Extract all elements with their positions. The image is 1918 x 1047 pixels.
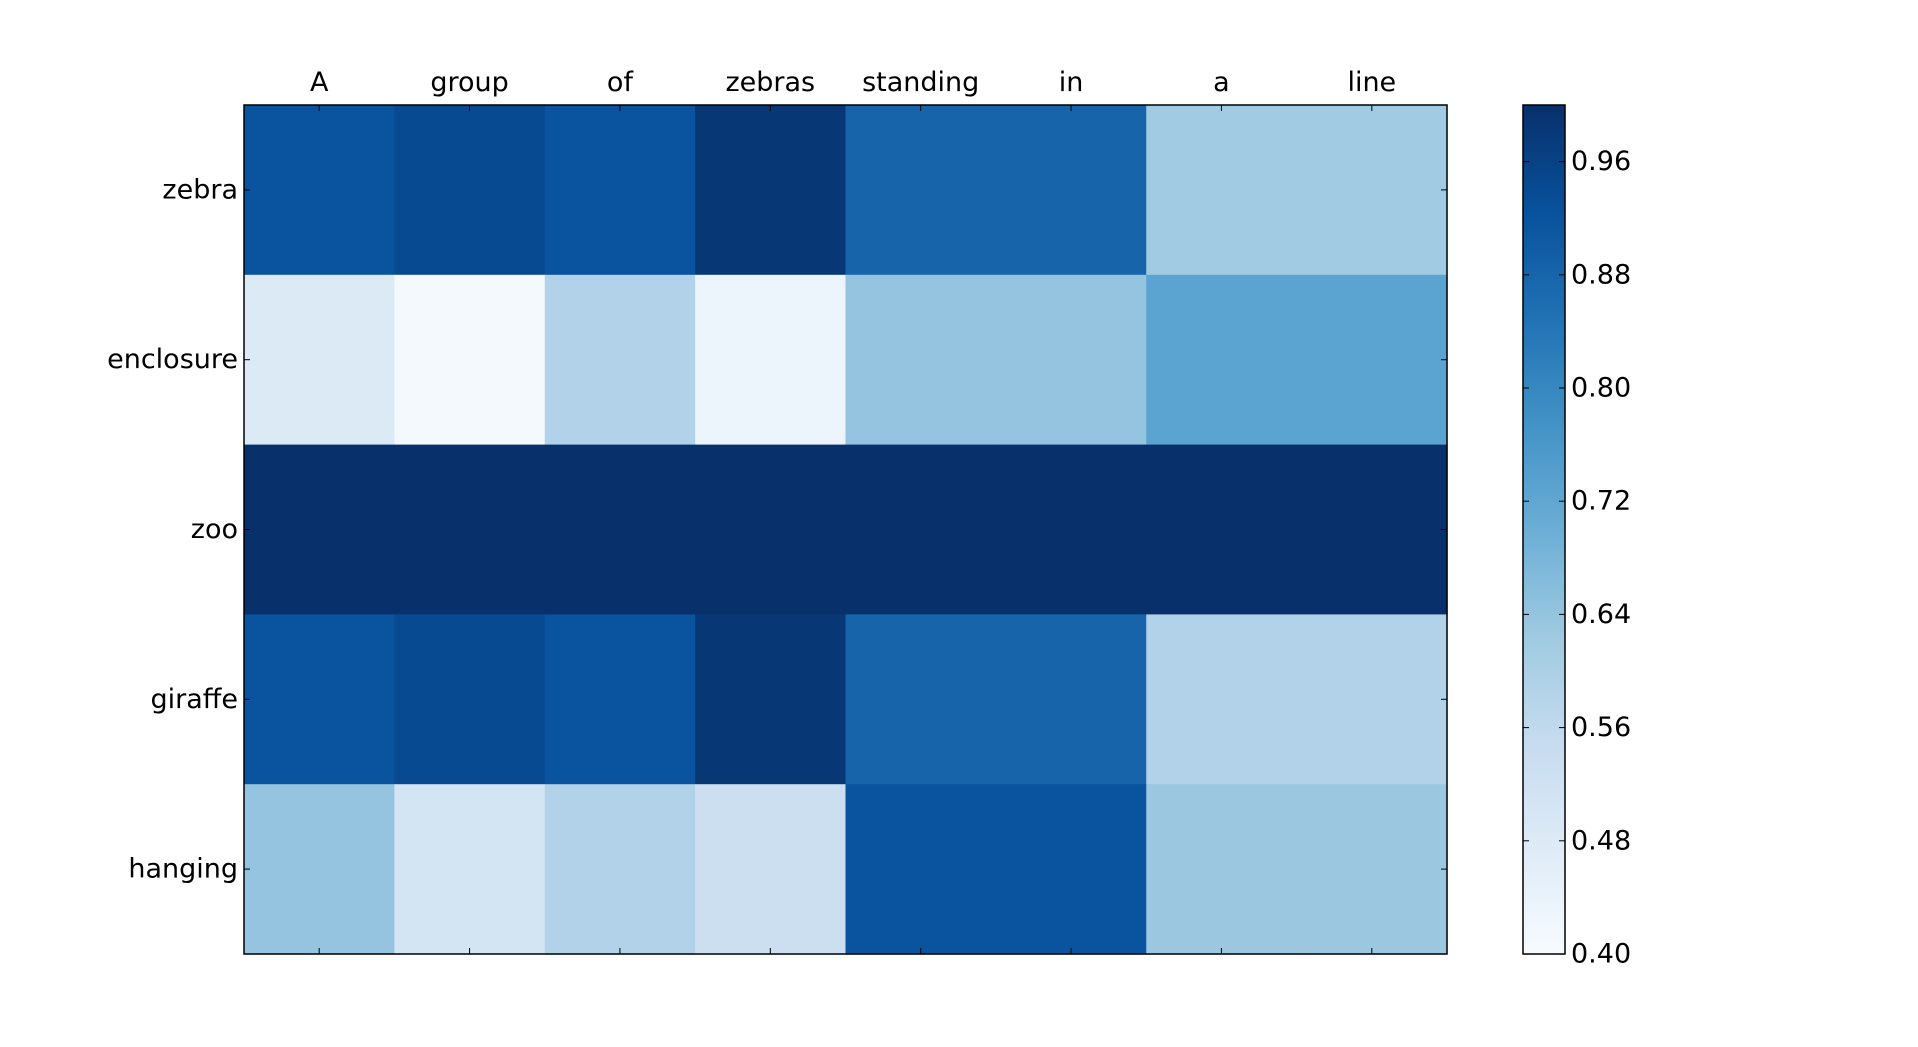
heatmap-cell [1146, 784, 1298, 955]
heatmap-cell [394, 274, 546, 446]
heatmap-cell [244, 105, 395, 276]
heatmap-cell [244, 274, 395, 446]
colorbar-ticks: 0.40 0.48 0.56 0.64 0.72 0.80 0.88 0.96 [1523, 146, 1631, 970]
heatmap-cells [244, 105, 1448, 955]
y-tick-label: enclosure [107, 344, 238, 375]
x-tick-label: A [310, 67, 329, 98]
heatmap-cell [995, 614, 1147, 785]
heatmap-cell [1296, 444, 1448, 615]
heatmap-cell [1296, 784, 1448, 955]
heatmap-cell [244, 444, 395, 615]
heatmap-cell [695, 784, 847, 955]
heatmap-cell [845, 105, 997, 276]
heatmap-cell [695, 614, 847, 785]
y-axis-ticks: zebra enclosure zoo giraffe hanging [107, 174, 1447, 885]
colorbar-tick-label: 0.72 [1571, 486, 1631, 517]
heatmap-cell [845, 444, 997, 615]
colorbar-tick-label: 0.88 [1571, 259, 1631, 290]
heatmap-cell [544, 614, 696, 785]
heatmap-cell [1146, 614, 1298, 785]
heatmap-cell [695, 105, 847, 276]
colorbar-tick-label: 0.96 [1571, 146, 1631, 177]
x-tick-label: zebras [725, 67, 815, 98]
heatmap-cell [1146, 274, 1298, 446]
heatmap-cell [695, 274, 847, 446]
colorbar-scale [1522, 104, 1566, 955]
heatmap-cell [995, 444, 1147, 615]
x-tick-label: standing [862, 67, 979, 98]
colorbar-tick-label: 0.64 [1571, 599, 1631, 630]
heatmap-cell [394, 444, 546, 615]
heatmap-cell [544, 274, 696, 446]
heatmap-cell [995, 105, 1147, 276]
heatmap-cell [1296, 105, 1448, 276]
colorbar-tick-label: 0.80 [1571, 373, 1631, 404]
x-tick-label: of [607, 67, 635, 98]
y-tick-label: zebra [162, 174, 238, 205]
colorbar-tick-label: 0.40 [1571, 939, 1631, 970]
x-tick-label: group [430, 67, 508, 98]
heatmap-cell [394, 614, 546, 785]
y-tick-label: giraffe [151, 684, 239, 715]
y-tick-label: zoo [191, 514, 238, 545]
heatmap-cell [244, 784, 395, 955]
heatmap-cell [544, 105, 696, 276]
x-tick-label: a [1213, 67, 1230, 98]
colorbar-tick-label: 0.56 [1571, 712, 1631, 743]
colorbar: 0.40 0.48 0.56 0.64 0.72 0.80 0.88 0.96 [1522, 104, 1631, 970]
heatmap-cell [244, 614, 395, 785]
heatmap-cell [845, 784, 997, 955]
heatmap-cell [995, 274, 1147, 446]
heatmap-cell [544, 444, 696, 615]
y-tick-label: hanging [128, 854, 238, 885]
heatmap-cell [394, 784, 546, 955]
heatmap-cell [695, 444, 847, 615]
heatmap-cell [995, 784, 1147, 955]
heatmap-cell [1296, 614, 1448, 785]
colorbar-tick-label: 0.48 [1571, 825, 1631, 856]
heatmap-cell [394, 105, 546, 276]
x-tick-label: line [1347, 67, 1396, 98]
heatmap-cell [544, 784, 696, 955]
x-tick-label: in [1059, 67, 1084, 98]
heatmap-cell [1296, 274, 1448, 446]
heatmap-cell [845, 614, 997, 785]
heatmap-cell [1146, 444, 1298, 615]
heatmap-cell [1146, 105, 1298, 276]
heatmap-cell [845, 274, 997, 446]
